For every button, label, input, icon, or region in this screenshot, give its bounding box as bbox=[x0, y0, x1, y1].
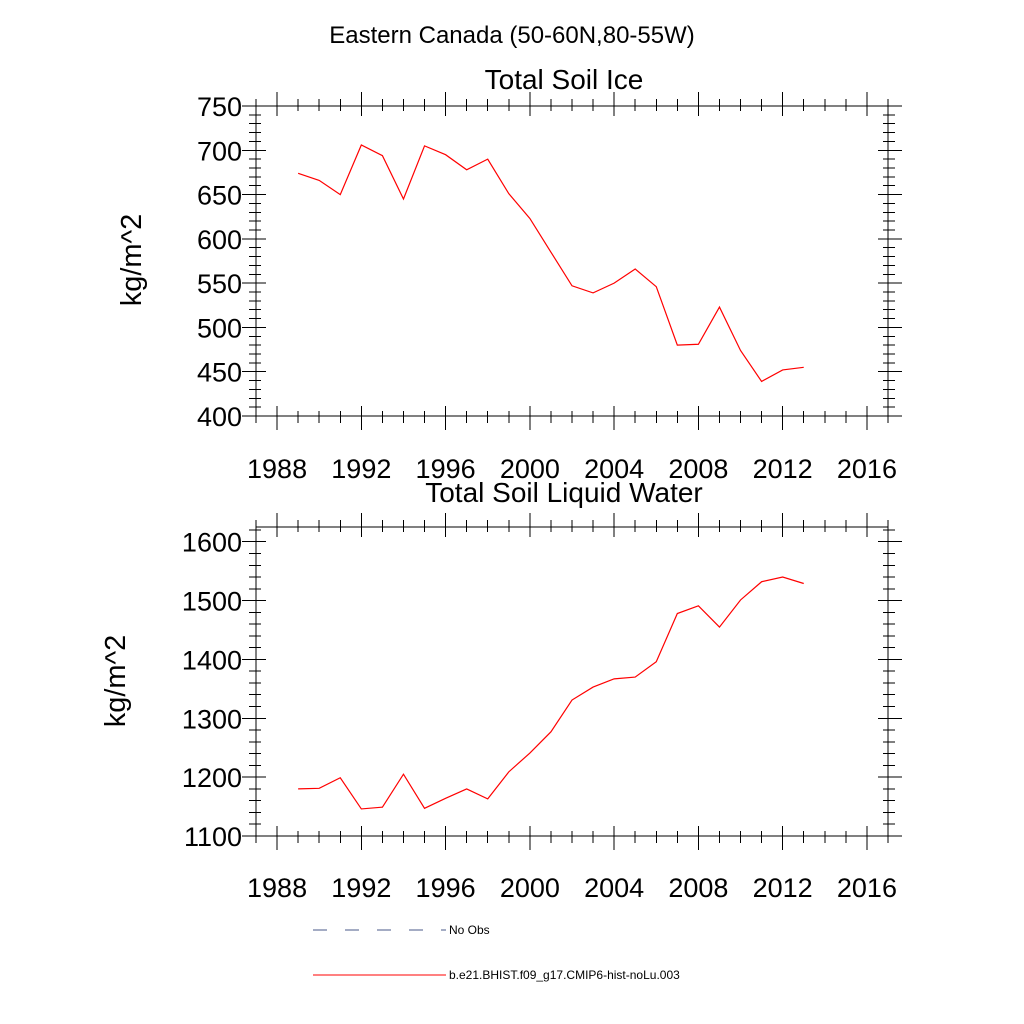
panel-total-soil-liquid-water: Total Soil Liquid Water kg/m^2 1988 1992 1… bbox=[100, 477, 902, 903]
y-tick-label: 1600 bbox=[182, 528, 242, 558]
series-line bbox=[298, 576, 804, 810]
x-tick-label: 2000 bbox=[500, 454, 560, 484]
x-tick-label: 1988 bbox=[247, 454, 307, 484]
legend-label: b.e21.BHIST.f09_g17.CMIP6-hist-noLu.003 bbox=[449, 968, 680, 982]
y-tick-label: 700 bbox=[197, 136, 242, 166]
x-tick-label: 1996 bbox=[416, 873, 476, 903]
panel-title: Total Soil Ice bbox=[485, 64, 644, 95]
y-tick-label: 1100 bbox=[184, 822, 242, 852]
y-tick-label: 750 bbox=[197, 92, 242, 122]
x-tick-label: 2012 bbox=[753, 873, 813, 903]
y-axis-label: kg/m^2 bbox=[100, 635, 132, 728]
y-tick-label: 1500 bbox=[182, 587, 242, 617]
y-tick-label: 650 bbox=[197, 181, 242, 211]
panel-title: Total Soil Liquid Water bbox=[425, 477, 703, 508]
x-tick-label: 2016 bbox=[837, 454, 897, 484]
plot-frame bbox=[255, 526, 889, 837]
legend: No Obs b.e21.BHIST.f09_g17.CMIP6-hist-no… bbox=[313, 923, 680, 982]
x-tick-label: 1992 bbox=[331, 873, 391, 903]
plot-frame bbox=[255, 105, 889, 417]
x-tick-label: 2004 bbox=[584, 873, 644, 903]
x-tick-label: 2004 bbox=[584, 454, 644, 484]
y-tick-label: 600 bbox=[197, 225, 242, 255]
x-tick-label: 2016 bbox=[837, 873, 897, 903]
legend-entry-model-run: b.e21.BHIST.f09_g17.CMIP6-hist-noLu.003 bbox=[313, 968, 680, 982]
y-tick-label: 400 bbox=[197, 402, 242, 432]
x-tick-label: 1988 bbox=[247, 873, 307, 903]
y-tick-label: 550 bbox=[197, 269, 242, 299]
y-tick-label: 450 bbox=[197, 358, 242, 388]
y-axis-label: kg/m^2 bbox=[116, 214, 148, 307]
y-tick-label: 500 bbox=[197, 313, 242, 343]
panel-total-soil-ice: Total Soil Ice kg/m^2 1988 1992 1996 2000 20… bbox=[116, 64, 902, 484]
x-tick-label: 2012 bbox=[753, 454, 813, 484]
legend-label: No Obs bbox=[449, 923, 490, 937]
y-tick-label: 1200 bbox=[182, 763, 242, 793]
x-tick-label: 1992 bbox=[331, 454, 391, 484]
y-tick-label: 1300 bbox=[182, 704, 242, 734]
x-tick-label: 2008 bbox=[668, 454, 728, 484]
x-tick-label: 2008 bbox=[668, 873, 728, 903]
figure-title: Eastern Canada (50-60N,80-55W) bbox=[329, 22, 695, 49]
legend-entry-no-obs: No Obs bbox=[313, 923, 490, 937]
x-tick-label: 2000 bbox=[500, 873, 560, 903]
x-tick-label: 1996 bbox=[416, 454, 476, 484]
y-tick-label: 1400 bbox=[182, 645, 242, 675]
series-line bbox=[297, 144, 804, 383]
